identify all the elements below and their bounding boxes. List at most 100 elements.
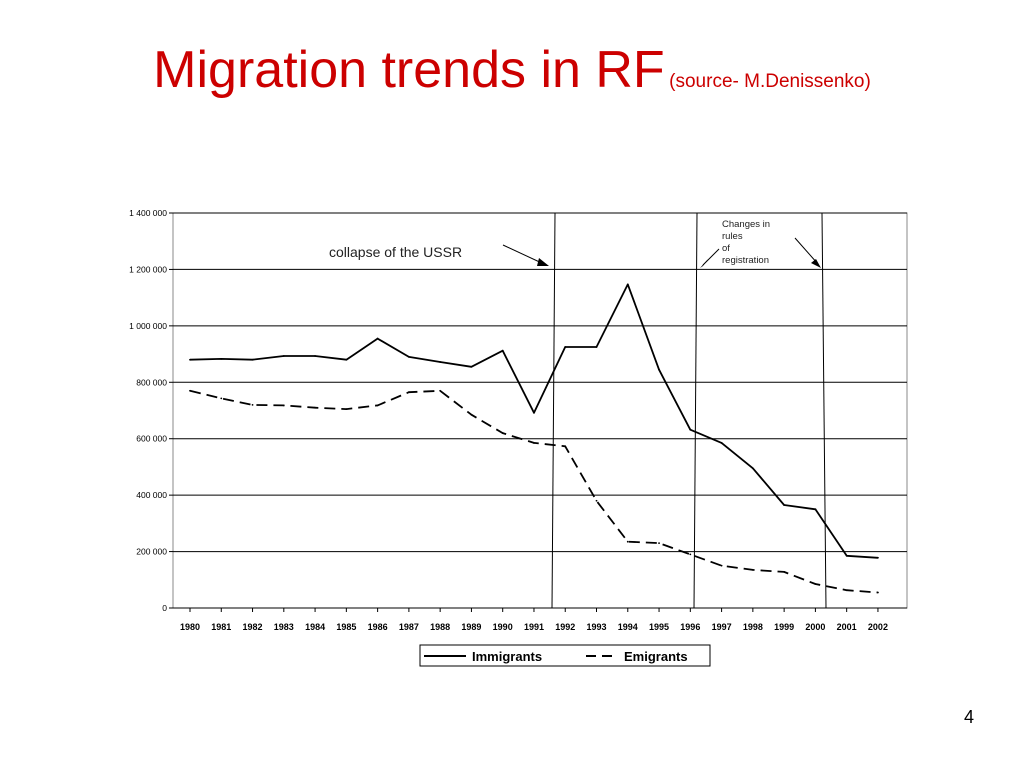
legend-box	[419, 644, 711, 667]
x-tick-label: 1980	[180, 622, 200, 632]
data-point-emigrants	[251, 403, 254, 406]
x-tick-label: 1999	[774, 622, 794, 632]
data-point-emigrants	[314, 406, 316, 409]
data-point-emigrants	[189, 389, 191, 392]
data-point-emigrants	[564, 445, 567, 448]
series-line-emigrants	[189, 389, 878, 594]
x-tick-label: 1992	[555, 622, 575, 632]
data-point-emigrants	[783, 570, 786, 573]
page-number: 4	[963, 707, 974, 727]
x-tick-label: 1981	[211, 622, 231, 632]
x-tick-label: 2002	[868, 622, 888, 632]
title-text: Migration trends in RF	[153, 41, 665, 99]
data-point-emigrants	[533, 442, 535, 444]
data-point-emigrants	[345, 408, 348, 410]
plot-area	[172, 212, 908, 609]
x-tick-label: 1991	[524, 622, 544, 632]
annotation-arrow	[794, 237, 819, 265]
data-point-emigrants	[877, 591, 879, 594]
data-point-emigrants	[626, 540, 629, 543]
x-tick-label: 1983	[274, 622, 294, 632]
data-point-emigrants	[845, 589, 848, 592]
data-point-immigrants	[845, 554, 848, 557]
data-point-emigrants	[720, 564, 723, 567]
x-tick-label: 1998	[743, 622, 763, 632]
y-tick-label: 400 000	[136, 490, 167, 500]
legend: Immigrants Emigrants	[419, 644, 711, 667]
annotation-registration-line: Changes in	[722, 219, 770, 230]
data-point-immigrants	[439, 361, 442, 363]
event-marker-line	[821, 212, 827, 609]
legend-label-emigrants: Emigrants	[624, 649, 688, 664]
data-point-immigrants	[345, 358, 348, 361]
annotation-arrowhead	[700, 259, 708, 268]
data-point-emigrants	[282, 404, 285, 407]
data-point-emigrants	[407, 391, 410, 394]
data-point-immigrants	[220, 357, 223, 360]
annotation-collapse: collapse of the USSR	[329, 244, 462, 260]
event-marker-line	[551, 212, 556, 609]
data-point-emigrants	[689, 553, 692, 556]
annotation-arrowhead	[537, 258, 549, 266]
data-point-immigrants	[282, 355, 285, 357]
data-point-immigrants	[783, 504, 786, 506]
data-point-emigrants	[376, 404, 379, 407]
x-tick-label: 1994	[618, 622, 638, 632]
subtitle-text: (source- M.Denissenko)	[669, 71, 871, 92]
annotation-arrow	[702, 248, 720, 266]
slide-title: Migration trends in RF (source- M.Deniss…	[0, 40, 1024, 100]
data-point-emigrants	[751, 569, 754, 571]
x-tick-label: 1986	[368, 622, 388, 632]
x-tick-label: 1996	[680, 622, 700, 632]
data-point-emigrants	[814, 583, 817, 585]
y-tick-label: 1 200 000	[129, 264, 167, 274]
y-tick-label: 1 000 000	[129, 321, 167, 331]
data-point-immigrants	[720, 442, 723, 444]
x-tick-label: 2000	[805, 622, 825, 632]
data-point-emigrants	[501, 432, 504, 434]
data-point-immigrants	[470, 365, 473, 368]
x-tick-label: 1995	[649, 622, 669, 632]
data-point-immigrants	[564, 346, 567, 348]
data-point-immigrants	[314, 355, 316, 357]
data-point-immigrants	[407, 355, 410, 358]
x-tick-label: 1993	[586, 622, 606, 632]
data-point-immigrants	[626, 283, 629, 286]
annotation-arrowhead	[811, 259, 821, 268]
x-tick-label: 1985	[336, 622, 356, 632]
data-point-emigrants	[470, 413, 473, 416]
x-tick-label: 2001	[837, 622, 857, 632]
data-point-immigrants	[751, 467, 754, 470]
data-point-immigrants	[501, 349, 504, 352]
data-point-immigrants	[533, 411, 535, 414]
x-tick-label: 1987	[399, 622, 419, 632]
x-tick-label: 1997	[712, 622, 732, 632]
data-point-immigrants	[689, 428, 692, 431]
data-point-emigrants	[658, 542, 660, 545]
x-tick-label: 1988	[430, 622, 450, 632]
y-tick-label: 1 400 000	[129, 208, 167, 218]
legend-label-immigrants: Immigrants	[472, 649, 542, 664]
data-point-immigrants	[376, 337, 379, 340]
y-tick-label: 800 000	[136, 377, 167, 387]
data-point-emigrants	[439, 389, 442, 392]
x-tick-label: 1982	[243, 622, 263, 632]
data-point-immigrants	[251, 358, 254, 361]
y-tick-label: 200 000	[136, 547, 167, 557]
data-point-immigrants	[189, 358, 191, 361]
x-tick-label: 1989	[461, 622, 481, 632]
data-point-emigrants	[595, 499, 598, 502]
event-marker-line	[693, 212, 698, 609]
data-point-immigrants	[814, 508, 817, 511]
x-tick-label: 1990	[493, 622, 513, 632]
data-point-immigrants	[595, 346, 598, 348]
y-tick-label: 600 000	[136, 434, 167, 444]
x-tick-label: 1984	[305, 622, 325, 632]
data-point-immigrants	[877, 556, 879, 559]
y-tick-label: 0	[162, 603, 167, 613]
annotation-registration-line: of	[722, 243, 730, 254]
annotation-registration-line: rules	[722, 231, 743, 242]
annotation-registration-line: registration	[722, 255, 769, 266]
data-point-immigrants	[658, 368, 660, 371]
